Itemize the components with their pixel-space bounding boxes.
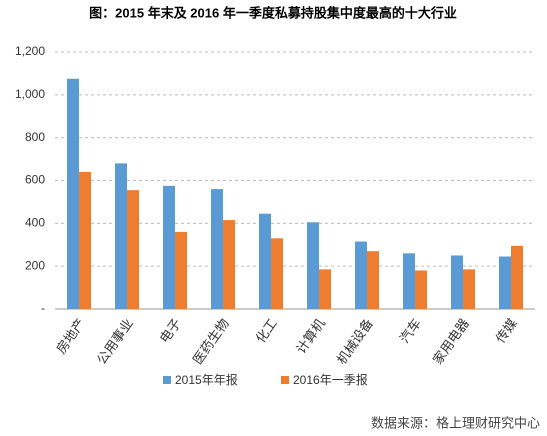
bar: [499, 256, 511, 309]
bar: [415, 270, 427, 309]
legend-swatch: [163, 376, 171, 384]
x-tick-label: 房地产: [53, 316, 88, 357]
x-tick-label: 化工: [253, 316, 280, 346]
x-tick-label: 电子: [157, 316, 184, 346]
bar: [163, 185, 175, 309]
bar: [511, 245, 523, 309]
bar: [211, 189, 223, 309]
x-tick-label: 传媒: [493, 316, 520, 346]
legend-label: 2016年一季报: [293, 372, 368, 387]
y-tick-label: 600: [25, 173, 45, 187]
x-tick-label: 汽车: [397, 316, 424, 346]
y-tick-label: 1,200: [15, 44, 45, 58]
bar: [403, 253, 415, 309]
legend-swatch: [281, 376, 289, 384]
bar: [367, 251, 379, 309]
bar: [451, 255, 463, 309]
bar: [175, 231, 187, 309]
bar: [319, 269, 331, 309]
y-tick-label: 1,000: [15, 87, 45, 101]
legend-label: 2015年年报: [175, 372, 238, 387]
bar: [259, 213, 271, 309]
bar: [307, 222, 319, 309]
x-tick-label: 机械设备: [334, 316, 376, 367]
bar: [79, 171, 91, 309]
bar: [271, 238, 283, 309]
x-tick-label: 计算机: [293, 316, 328, 357]
bar: [115, 163, 127, 309]
y-tick-label: 200: [25, 258, 45, 272]
x-tick-label: 医药生物: [190, 316, 232, 367]
x-tick-label: 家用电器: [430, 316, 472, 367]
bar: [67, 78, 79, 309]
x-tick-label: 公用事业: [94, 316, 136, 367]
bar: [223, 220, 235, 309]
chart-title: 图：2015 年末及 2016 年一季度私募持股集中度最高的十大行业: [89, 5, 457, 20]
y-tick-label: 400: [25, 216, 45, 230]
source-note: 数据来源：格上理财研究中心: [371, 415, 540, 430]
bar: [127, 190, 139, 309]
y-tick-label: 800: [25, 130, 45, 144]
y-tick-label: -: [41, 301, 45, 315]
bar: [463, 269, 475, 309]
bar: [355, 241, 367, 309]
